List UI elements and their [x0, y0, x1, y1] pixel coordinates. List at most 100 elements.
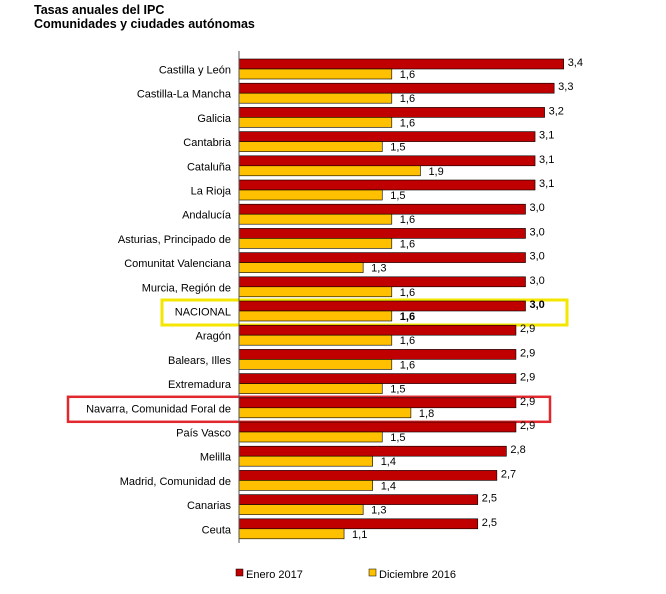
bar-diciembre-2016 [238, 165, 421, 177]
data-label-enero-2017: 2,9 [520, 372, 535, 384]
data-label-diciembre-2016: 1,6 [400, 311, 415, 323]
data-label-diciembre-2016: 1,6 [400, 335, 415, 347]
data-label-enero-2017: 2,9 [520, 323, 535, 335]
bar-diciembre-2016 [238, 286, 393, 298]
category-label-pais-vasco: País Vasco [176, 428, 231, 440]
category-label-navarra-comunidad-foral-de: Navarra, Comunidad Foral de [86, 403, 231, 415]
data-label-diciembre-2016: 1,8 [419, 408, 434, 420]
data-label-enero-2017: 3,0 [530, 226, 545, 238]
data-label-enero-2017: 2,8 [510, 444, 525, 456]
bar-diciembre-2016 [238, 528, 345, 540]
category-label-murcia-region-de: Murcia, Región de [142, 282, 231, 294]
data-label-enero-2017: 2,5 [482, 517, 497, 529]
bar-diciembre-2016 [238, 359, 393, 370]
data-label-enero-2017: 2,9 [520, 347, 535, 359]
bar-enero-2017 [238, 445, 507, 457]
bar-enero-2017 [238, 518, 479, 530]
data-label-diciembre-2016: 1,6 [400, 69, 415, 81]
bar-enero-2017 [238, 179, 536, 191]
bar-enero-2017 [238, 494, 479, 505]
data-label-diciembre-2016: 1,5 [390, 190, 405, 202]
bar-enero-2017 [238, 397, 517, 409]
data-label-diciembre-2016: 1,6 [400, 238, 415, 250]
legend-swatch-enero-2017 [235, 568, 244, 577]
bar-enero-2017 [238, 58, 565, 70]
category-label-castilla-la-mancha: Castilla-La Mancha [137, 89, 232, 101]
bar-enero-2017 [238, 373, 517, 384]
bar-diciembre-2016 [238, 480, 373, 491]
bar-enero-2017 [238, 421, 517, 433]
category-label-la-rioja: La Rioja [191, 186, 232, 198]
category-label-madrid-comunidad-de: Madrid, Comunidad de [120, 476, 231, 488]
bar-diciembre-2016 [238, 141, 383, 152]
bar-enero-2017 [238, 155, 536, 167]
data-label-enero-2017: 3,1 [539, 178, 554, 190]
bar-enero-2017 [238, 276, 526, 288]
data-label-diciembre-2016: 1,5 [390, 432, 405, 444]
bar-diciembre-2016 [238, 383, 383, 394]
bar-enero-2017 [238, 82, 555, 94]
category-label-galicia: Galicia [197, 113, 232, 125]
bar-enero-2017 [238, 228, 526, 239]
bar-diciembre-2016 [238, 92, 393, 104]
bar-diciembre-2016 [238, 189, 383, 201]
data-label-enero-2017: 2,7 [501, 468, 516, 480]
data-label-diciembre-2016: 1,6 [400, 93, 415, 105]
bar-enero-2017 [238, 349, 517, 360]
bar-diciembre-2016 [238, 238, 393, 249]
data-label-enero-2017: 2,9 [520, 396, 535, 408]
category-label-melilla: Melilla [200, 452, 232, 464]
category-label-ceuta: Ceuta [202, 524, 232, 536]
data-label-diciembre-2016: 1,1 [352, 529, 367, 541]
data-label-enero-2017: 3,1 [539, 130, 554, 142]
bar-diciembre-2016 [238, 310, 393, 322]
data-label-enero-2017: 3,0 [530, 275, 545, 287]
legend-swatch-diciembre-2016 [368, 568, 377, 577]
chart-title: Tasas anuales del IPC Comunidades y ciud… [34, 3, 255, 31]
bar-diciembre-2016 [238, 213, 393, 225]
data-label-diciembre-2016: 1,3 [371, 263, 386, 275]
data-label-enero-2017: 2,5 [482, 493, 497, 505]
category-label-castilla-y-leon: Castilla y León [159, 65, 231, 77]
category-label-cataluna: Cataluña [187, 161, 232, 173]
bar-enero-2017 [238, 252, 526, 263]
data-label-enero-2017: 3,1 [539, 154, 554, 166]
bar-diciembre-2016 [238, 117, 393, 128]
category-label-comunitat-valenciana: Comunitat Valenciana [124, 258, 232, 270]
data-label-diciembre-2016: 1,6 [400, 117, 415, 129]
data-label-enero-2017: 3,3 [558, 81, 573, 93]
bar-diciembre-2016 [238, 262, 364, 273]
data-label-enero-2017: 3,0 [530, 299, 545, 311]
bar-enero-2017 [238, 470, 498, 481]
bar-enero-2017 [238, 107, 545, 118]
category-label-nacional: NACIONAL [175, 307, 231, 319]
data-label-diciembre-2016: 1,9 [428, 166, 443, 178]
chart-title-line2: Comunidades y ciudades autónomas [34, 17, 255, 31]
data-label-diciembre-2016: 1,6 [400, 287, 415, 299]
data-label-diciembre-2016: 1,4 [381, 456, 396, 468]
category-label-cantabria: Cantabria [183, 137, 232, 149]
legend-label-diciembre-2016: Diciembre 2016 [379, 569, 456, 581]
bar-enero-2017 [238, 300, 526, 312]
data-label-diciembre-2016: 1,3 [371, 505, 386, 517]
bar-diciembre-2016 [238, 455, 373, 467]
data-label-enero-2017: 3,0 [530, 202, 545, 214]
category-label-asturias-principado-de: Asturias, Principado de [118, 234, 231, 246]
data-label-diciembre-2016: 1,5 [390, 384, 405, 396]
legend-label-enero-2017: Enero 2017 [246, 569, 303, 581]
bar-diciembre-2016 [238, 431, 383, 443]
data-label-diciembre-2016: 1,6 [400, 214, 415, 226]
bar-enero-2017 [238, 203, 526, 215]
data-label-enero-2017: 3,4 [568, 57, 583, 69]
data-label-enero-2017: 3,2 [549, 105, 564, 117]
bar-diciembre-2016 [238, 68, 393, 80]
category-label-extremadura: Extremadura [168, 379, 232, 391]
category-label-aragon: Aragón [196, 331, 231, 343]
category-label-andalucia: Andalucía [182, 210, 232, 222]
category-label-balears-illes: Balears, Illes [168, 355, 231, 367]
bar-diciembre-2016 [238, 334, 393, 346]
bar-enero-2017 [238, 324, 517, 336]
bar-enero-2017 [238, 131, 536, 142]
bar-diciembre-2016 [238, 504, 364, 515]
